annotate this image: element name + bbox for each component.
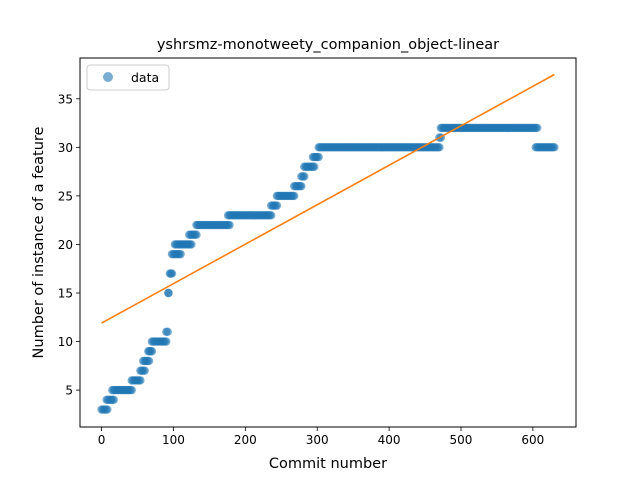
scatter-run-25: [531, 143, 559, 152]
y-tick-label: 35: [58, 92, 73, 106]
y-tick-label: 25: [58, 189, 73, 203]
data-point: [127, 385, 136, 395]
data-point: [187, 240, 196, 249]
data-point: [435, 143, 444, 152]
legend-box: [86, 64, 170, 91]
y-tick-label: 15: [58, 286, 73, 300]
data-point: [297, 181, 306, 191]
scatter-run-13: [185, 230, 201, 239]
data-point: [176, 249, 185, 259]
x-tick-label: 200: [234, 433, 257, 447]
x-tick-label: 600: [521, 433, 544, 447]
data-point: [272, 201, 282, 210]
plot-area: [97, 73, 559, 414]
data-point: [103, 405, 112, 414]
y-axis-label: Number of instance of a feature: [31, 126, 47, 358]
y-tick-label: 10: [58, 335, 73, 349]
data-point: [140, 366, 149, 375]
x-tick-label: 400: [378, 433, 401, 447]
scatter-run-4: [136, 366, 149, 375]
x-tick-label: 500: [450, 433, 473, 447]
scatter-run-5: [139, 356, 154, 366]
y-axis: 5 10 15 20 25 30 35: [58, 92, 80, 398]
data-point: [225, 220, 234, 230]
legend-label-data: data: [131, 70, 159, 85]
data-point: [163, 327, 172, 337]
scatter-run-1: [102, 395, 118, 405]
scatter-run-16: [267, 201, 282, 210]
fit-line: [101, 73, 555, 324]
scatter-run-21: [308, 152, 323, 162]
data-point: [136, 376, 145, 385]
plot-frame: [79, 57, 577, 428]
x-axis: 0 100 200 300 400 500 600: [98, 427, 544, 447]
data-point: [532, 123, 542, 133]
x-axis-label: Commit number: [269, 456, 387, 472]
y-tick-label: 5: [65, 384, 73, 398]
data-point: [162, 337, 171, 346]
y-tick-label: 20: [58, 238, 73, 252]
y-tick-label: 30: [58, 141, 73, 155]
data-point: [144, 356, 154, 366]
data-point: [300, 172, 309, 181]
scatter-run-14: [192, 220, 234, 230]
scatter-run-12: [170, 240, 196, 249]
data-point: [192, 230, 201, 239]
data-point: [267, 211, 276, 220]
data-point: [167, 269, 177, 278]
scatter-run-7: [147, 337, 171, 346]
data-point: [550, 143, 559, 152]
scatter-run-15: [223, 211, 276, 220]
x-tick-label: 0: [98, 433, 106, 447]
scatter-run-20: [300, 162, 319, 171]
scatter-run-0: [97, 405, 112, 414]
x-tick-label: 300: [306, 433, 329, 447]
scatter-run-22: [314, 143, 444, 152]
scatter-run-19: [297, 172, 309, 181]
scatter-run-24: [436, 123, 542, 133]
scatter-run-17: [272, 191, 299, 201]
scatter-run-6: [144, 347, 157, 356]
data-point: [290, 191, 299, 201]
scatter-run-2: [108, 385, 136, 395]
scatter-run-3: [127, 376, 145, 385]
data-point: [109, 395, 118, 405]
legend: data: [86, 64, 170, 91]
scatter-run-8: [162, 327, 172, 337]
data-point: [314, 152, 323, 162]
scatter-run-9: [164, 288, 173, 298]
scatter-run-18: [290, 181, 306, 191]
data-point: [310, 162, 319, 171]
data-point: [164, 288, 173, 298]
chart-title: yshrsmz-monotweety_companion_object-line…: [157, 37, 499, 53]
scatter-run-10: [165, 269, 177, 278]
data-point: [147, 347, 157, 356]
scatter-run-11: [167, 249, 185, 259]
legend-marker-data: [103, 72, 113, 82]
x-tick-label: 100: [162, 433, 185, 447]
